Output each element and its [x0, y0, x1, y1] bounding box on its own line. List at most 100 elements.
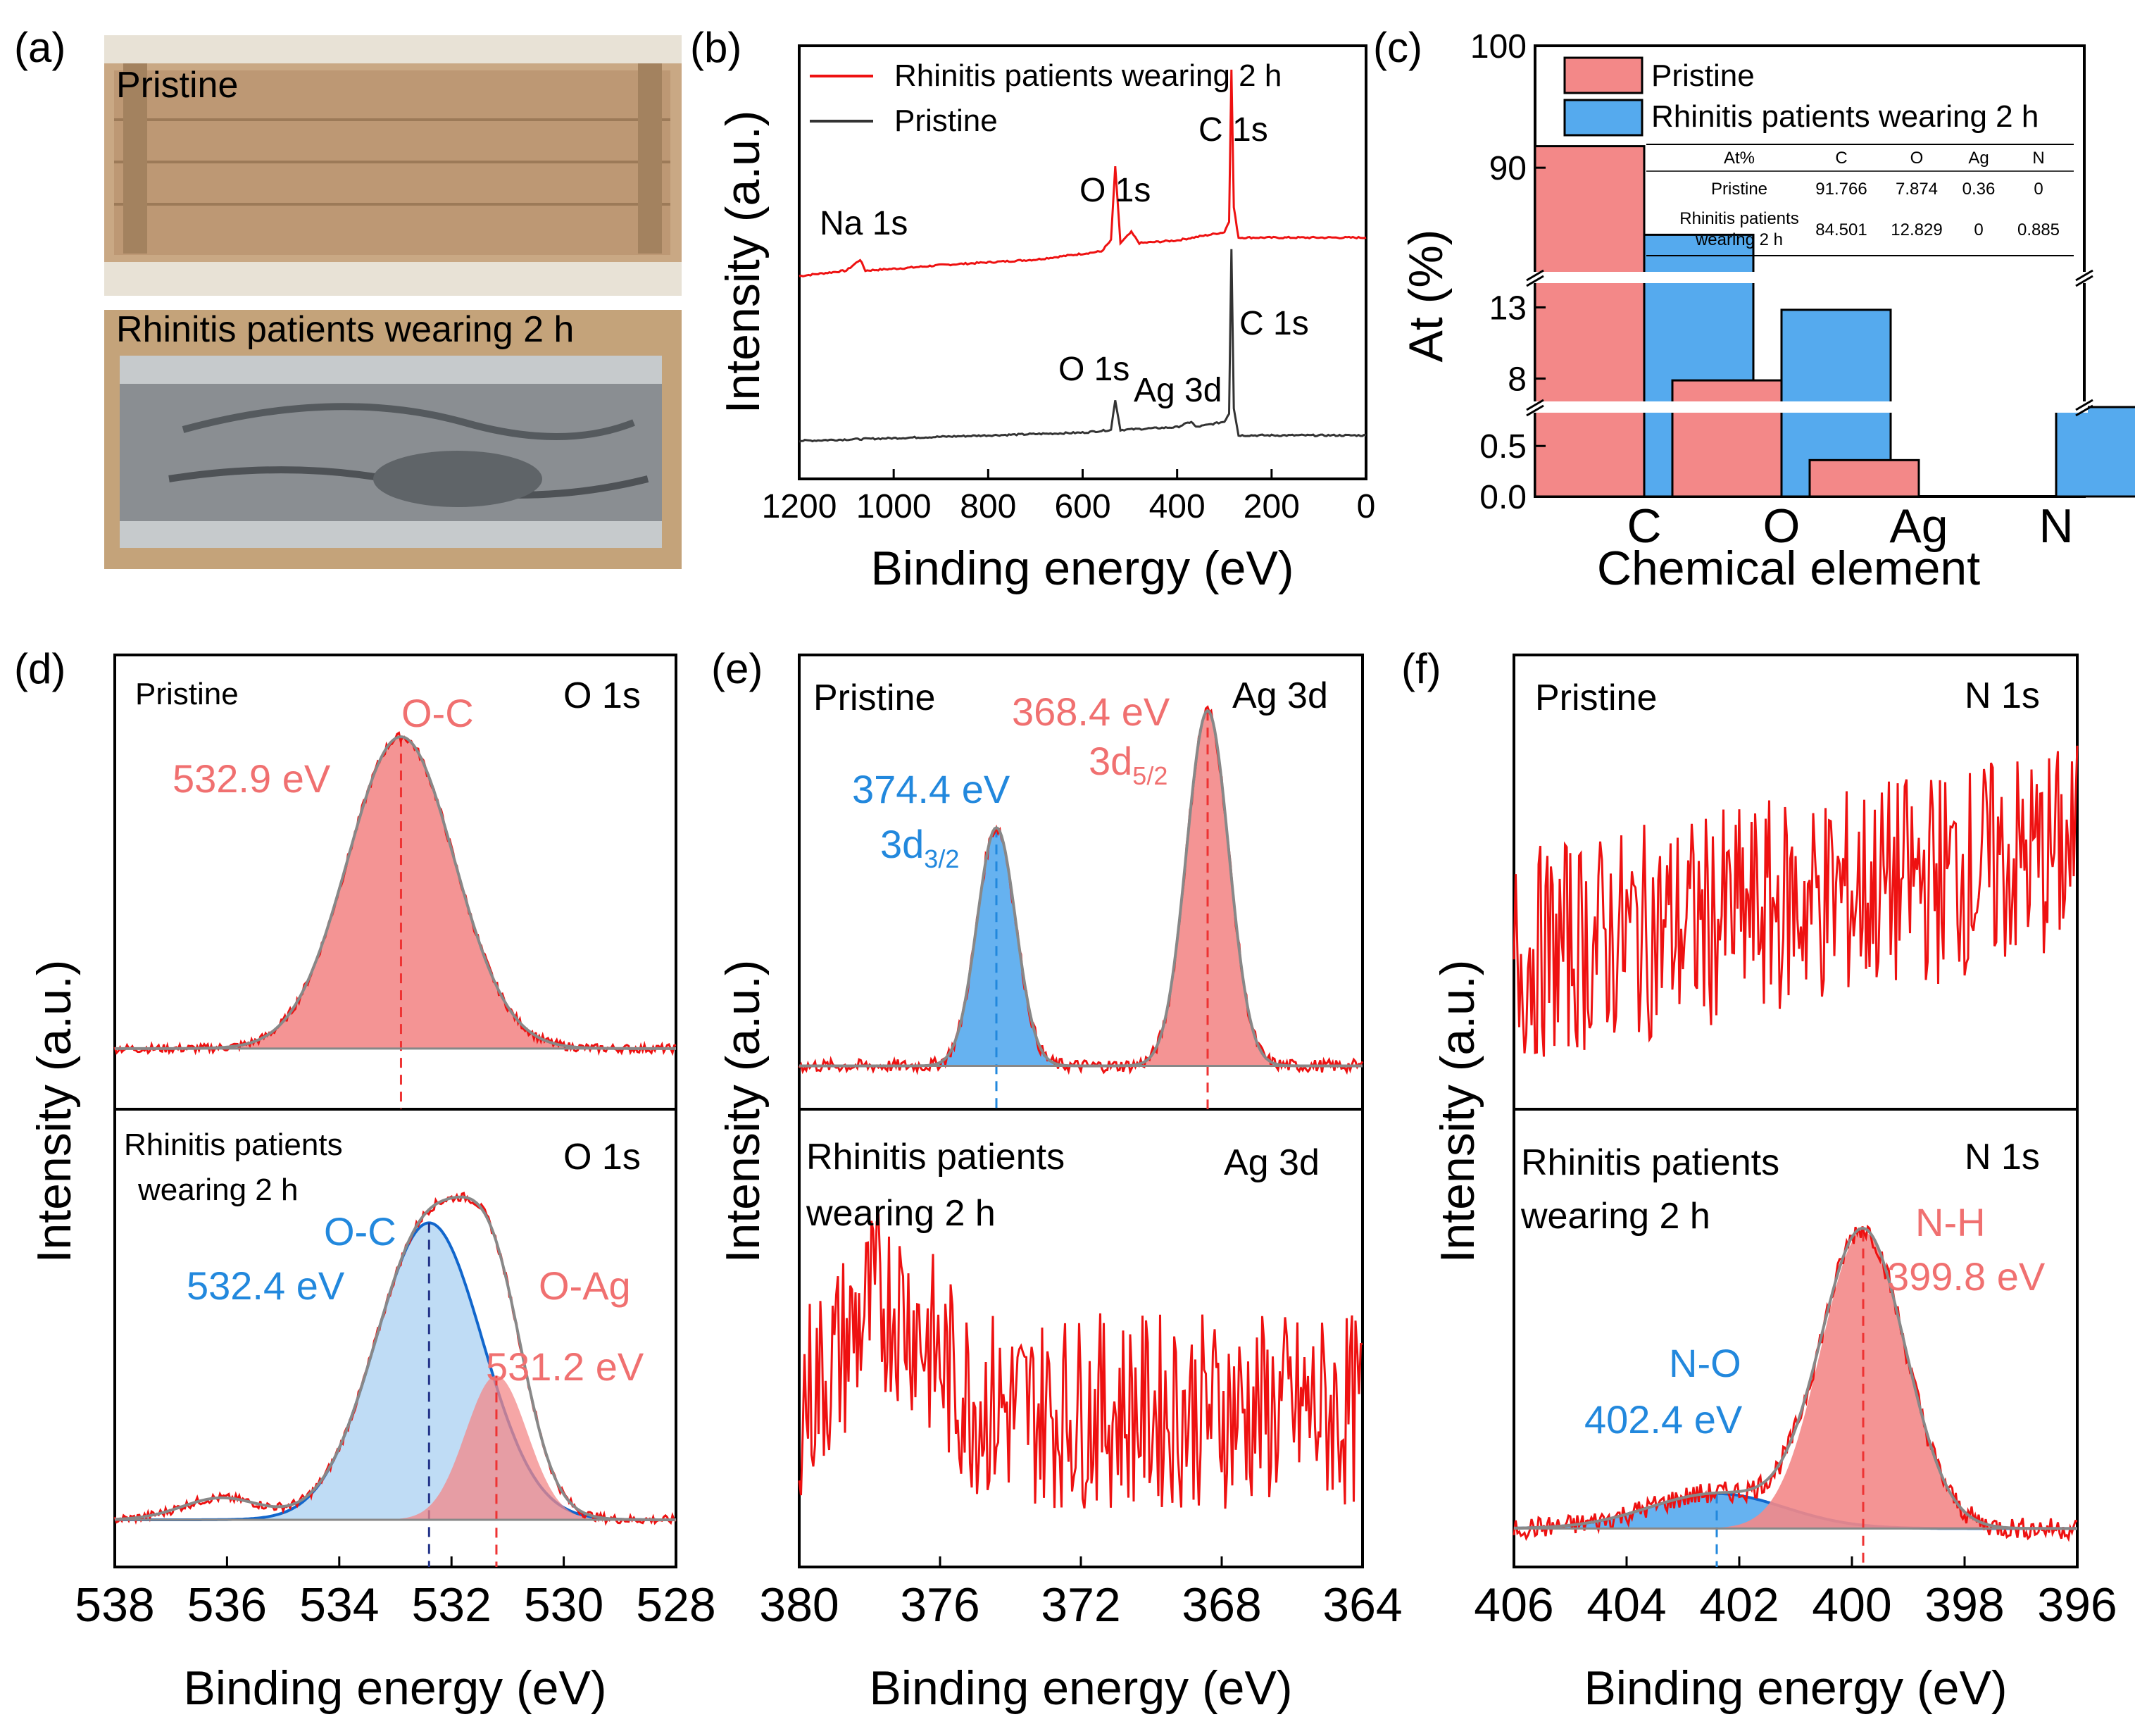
panel-f-frame [1513, 654, 2079, 1568]
panel-label-e: (e) [711, 645, 763, 692]
table-row2-name-2: wearing 2 h [1695, 230, 1783, 249]
table-head-4: N [2032, 149, 2044, 168]
d-top-label: Pristine [135, 677, 239, 711]
e-top-label: Pristine [813, 677, 935, 718]
table-row1-o: 7.874 [1896, 180, 1938, 199]
xtick-label: 364 [1322, 1578, 1402, 1632]
ylabel-b: Intensity (a.u.) [716, 111, 770, 414]
panel-e-series [798, 705, 1364, 1509]
xtick-label: 200 [1244, 488, 1300, 525]
bottom-raw-spectrum [798, 1213, 1363, 1509]
table-row2-n: 0.885 [2017, 220, 2060, 239]
top-raw-spectrum [798, 705, 1364, 1075]
panel-b-frame [798, 44, 1367, 480]
table-row2-ag: 0 [1974, 220, 1983, 239]
e-top-element: Ag 3d [1232, 675, 1328, 716]
inset-table: At% C O Ag N Pristine 91.766 7.874 0.36 … [1646, 144, 2074, 256]
xtick-label: 380 [759, 1578, 839, 1632]
panel-f-series [1513, 745, 2079, 1567]
panel-f: 406 404 402 400 398 396 Pristine N 1s Rhiniti… [1431, 654, 2117, 1715]
e-peak-32-base: 3d [880, 822, 924, 866]
f-nh-name: N-H [1915, 1200, 1986, 1244]
panel-f-xticks: 406 404 402 400 398 396 [1474, 1556, 2117, 1632]
xtick-label-N: N [2039, 499, 2073, 553]
panel-e: 380 376 372 368 364 Pristine Ag 3d 368.4 eV … [716, 654, 1403, 1715]
table-row2-name-1: Rhinitis patients [1679, 209, 1798, 228]
bar-Ag-pristine [1808, 458, 1920, 498]
e-peak-52-base: 3d [1089, 739, 1132, 783]
d-top-element: O 1s [563, 675, 641, 716]
series-b-rhinitis [799, 69, 1367, 277]
e-peak-32-name: 3d3/2 [880, 822, 959, 873]
break-gap-lower [1532, 401, 2088, 413]
ytick-label: 0.5 [1479, 428, 1527, 466]
table-row1-name: Pristine [1711, 180, 1767, 199]
ytick-label: 0.0 [1479, 479, 1527, 516]
xtick-label: 398 [1924, 1578, 2004, 1632]
bottom-peak-fill-N-H [1514, 1231, 2077, 1529]
table-head-0: At% [1724, 149, 1755, 168]
panel-d-xticks: 538 536 534 532 530 528 [75, 1556, 716, 1632]
ann-b-dark-ag: Ag 3d [1134, 372, 1222, 409]
series-b-pristine [799, 249, 1367, 443]
legend-b-dark: Pristine [894, 104, 998, 138]
xtick-label: 528 [636, 1578, 715, 1632]
ann-b-red-c: C 1s [1198, 111, 1268, 149]
gray-mask-photo-icon [104, 310, 682, 569]
xtick-label: 1000 [856, 488, 932, 525]
xtick-label: 368 [1182, 1578, 1261, 1632]
xlabel-c: Chemical element [1597, 542, 1980, 595]
ytick-label: 13 [1489, 289, 1527, 327]
f-nh-label: 399.8 eV [1887, 1254, 2046, 1299]
d-top-peak-name: O-C [401, 691, 474, 735]
ylabel-f: Intensity (a.u.) [1431, 960, 1484, 1263]
bottom-peak-fill-O-C [115, 1223, 676, 1520]
bottom-raw-spectrum [1513, 1224, 2078, 1542]
table-row1-n: 0 [2034, 180, 2043, 199]
legend-c-rhinitis: Rhinitis patients wearing 2 h [1651, 99, 2039, 134]
e-bottom-label-1: Rhinitis patients [806, 1137, 1065, 1178]
panel-b-xticks: 1200 1000 800 600 400 200 0 [762, 469, 1376, 525]
xtick-label-O: O [1763, 499, 1801, 553]
xtick-label: 0 [1357, 488, 1376, 525]
panel-label-f: (f) [1401, 645, 1441, 692]
xtick-label-C: C [1627, 499, 1661, 553]
xtick-label: 396 [2037, 1578, 2117, 1632]
d-top-peak-label: 532.9 eV [173, 756, 331, 801]
break-gap-upper [1532, 272, 2088, 283]
f-top-label: Pristine [1535, 677, 1657, 718]
d-bottom-element: O 1s [563, 1137, 641, 1178]
table-head-2: O [1910, 149, 1924, 168]
e-peak-52-name: 3d5/2 [1089, 739, 1167, 790]
top-fit-envelope [799, 708, 1363, 1068]
xtick-label: 404 [1586, 1578, 1666, 1632]
f-top-element: N 1s [1965, 675, 2040, 716]
xtick-label: 530 [524, 1578, 603, 1632]
table-row1-ag: 0.36 [1962, 180, 1996, 199]
axis-break-marks [1526, 269, 2093, 417]
xtick-label: 800 [960, 488, 1016, 525]
f-bottom-label-1: Rhinitis patients [1521, 1142, 1779, 1183]
top-peak-fill-3d [799, 711, 1363, 1066]
panel-d-frame [113, 654, 677, 1568]
table-row2-c: 84.501 [1815, 220, 1867, 239]
panel-e-xticks: 380 376 372 368 364 [759, 1556, 1403, 1632]
ann-b-na: Na 1s [820, 205, 908, 242]
d-bottom-oag-name: O-Ag [539, 1263, 631, 1308]
ytick-label: 8 [1508, 361, 1527, 399]
panel-b: 1200 1000 800 600 400 200 0 Rhinitis patients … [716, 44, 1376, 595]
table-row2-o: 12.829 [1891, 220, 1942, 239]
d-bottom-oc-label: 532.4 eV [187, 1263, 345, 1308]
xtick-label: 536 [187, 1578, 267, 1632]
xlabel-b: Binding energy (eV) [870, 542, 1294, 595]
legend-c-blue-swatch [1563, 99, 1643, 137]
bar-O-pristine [1671, 379, 1783, 498]
panel-c-bars [1534, 145, 2135, 498]
d-bottom-oag-label: 531.2 eV [486, 1344, 644, 1389]
ytick-label: 90 [1489, 150, 1527, 187]
table-row1-c: 91.766 [1815, 180, 1867, 199]
f-bottom-element: N 1s [1965, 1137, 2040, 1178]
e-bottom-element: Ag 3d [1224, 1142, 1320, 1183]
bottom-fit-envelope [1514, 1226, 2077, 1530]
d-bottom-label-1: Rhinitis patients [124, 1128, 343, 1162]
